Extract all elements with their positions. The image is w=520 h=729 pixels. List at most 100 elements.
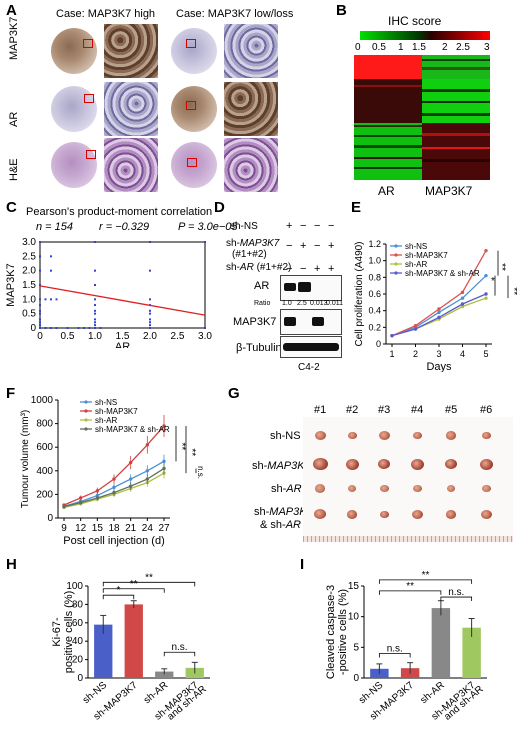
data-point [413, 323, 418, 328]
data-point [484, 248, 488, 253]
y-tick-label: 0.5 [22, 309, 36, 320]
scatter-point [83, 327, 85, 329]
data-point [162, 466, 166, 471]
y-axis-label: -positive cells (%) [337, 589, 349, 675]
y-axis-label: MAP3K7 [5, 263, 17, 306]
data-point [62, 505, 66, 509]
sign-cell: − [286, 263, 293, 275]
legend-marker [84, 427, 88, 431]
cb-tick-2: 1 [398, 42, 404, 53]
case-high-label: Case: MAP3K7 high [56, 8, 156, 20]
data-point [460, 296, 465, 300]
data-point [437, 315, 441, 320]
x-tick-label: 0 [37, 331, 43, 342]
x-tick-label: 0.5 [61, 331, 75, 342]
legend-label: sh-NS [95, 398, 117, 407]
scatter-point [44, 327, 47, 329]
panel-label-h: H [6, 556, 17, 573]
ihc-zoom-he-low [224, 138, 278, 192]
legend-marker [84, 418, 88, 422]
tumor-specimen [347, 431, 357, 440]
row-label-he: H&E [8, 158, 20, 181]
y-tick-label: 0 [376, 339, 381, 349]
x-axis-label: AR [115, 341, 130, 348]
blot-label-tubulin: β-Tubulin [236, 342, 282, 354]
data-point [128, 484, 133, 488]
sig-bracket [440, 596, 473, 602]
scatter-point [55, 298, 58, 301]
scatter-point [149, 241, 151, 243]
blot-map3k7-band-1 [284, 317, 296, 326]
scatter-point [149, 269, 151, 272]
sign-cell: + [328, 263, 335, 275]
bar [462, 627, 481, 678]
scatter-point [44, 298, 47, 301]
data-point [484, 292, 488, 296]
sig-label: ** [145, 572, 153, 583]
sign-cell: − [300, 220, 307, 232]
row-shmap3k7-sub: (#1+#2) [232, 249, 267, 260]
row-shns: sh-NS [230, 221, 258, 232]
tumor-specimen [314, 509, 326, 520]
x-tick-label: 3.0 [198, 331, 212, 342]
tumor-number: #2 [346, 404, 359, 416]
sig-label: n.s. [171, 642, 187, 653]
stat-r: r = −0.329 [99, 221, 150, 233]
panel-label-i: I [300, 556, 305, 573]
y-tick-label: 80 [72, 599, 84, 610]
tumor-number: #6 [480, 404, 493, 416]
scatter-point [39, 321, 41, 324]
scatter-point [94, 312, 96, 315]
blot-tubulin-band [283, 343, 339, 351]
scatter-point [204, 241, 206, 243]
sign-cell: + [300, 240, 307, 252]
row-shar: sh-AR (#1+#2) [226, 262, 292, 273]
scatter-point [149, 321, 151, 324]
scatter-point [39, 255, 41, 258]
panel-label-g: G [228, 385, 240, 402]
y-tick-label: 1.5 [22, 280, 36, 291]
y-axis-label: Cell proliferation (A490) [354, 241, 365, 346]
sig-label: ** [406, 581, 414, 592]
x-tick-label: 1.5 [116, 331, 130, 342]
scatter-point [99, 327, 102, 329]
blot-ar-box [280, 275, 342, 301]
data-point [484, 273, 488, 278]
x-tick-label: 5 [483, 349, 488, 359]
tumor-specimen [378, 430, 390, 440]
cb-tick-4: 2 [442, 42, 448, 53]
sign-cell: + [286, 220, 293, 232]
sig-label: ** [496, 263, 507, 271]
y-tick-label: 0.6 [368, 289, 381, 299]
tumor-number: #1 [314, 404, 327, 416]
stat-n: n = 154 [36, 221, 74, 233]
tumor-specimen [410, 458, 424, 470]
y-tick-label: 1.0 [368, 256, 381, 266]
data-point [460, 290, 465, 295]
y-tick-label: 100 [66, 581, 83, 592]
heatmap-col-map3k7: MAP3K7 [425, 184, 473, 198]
legend-marker [84, 400, 88, 404]
bar [431, 608, 451, 678]
tumor-photo [303, 417, 513, 537]
tumor-specimen [411, 509, 423, 519]
scatter-point [94, 327, 96, 329]
ihc-zoom-ar-low [224, 82, 278, 136]
ratio-2: 2.5 [297, 300, 307, 307]
ihc-score-title: IHC score [388, 14, 442, 28]
ihc-heatmap [354, 55, 490, 180]
cb-tick-3: 1.5 [412, 42, 426, 53]
scatter-point [50, 255, 52, 258]
scatter-point [94, 269, 96, 272]
sig-label: ** [130, 579, 138, 590]
data-point [460, 304, 465, 309]
x-tick-label: 21 [125, 523, 137, 534]
sig-label: * [491, 276, 495, 287]
data-point [145, 477, 150, 481]
sign-cell: − [328, 220, 335, 232]
data-point [162, 424, 166, 428]
scatter-point [149, 309, 151, 312]
scatter-point [50, 327, 52, 329]
bar [124, 604, 143, 678]
